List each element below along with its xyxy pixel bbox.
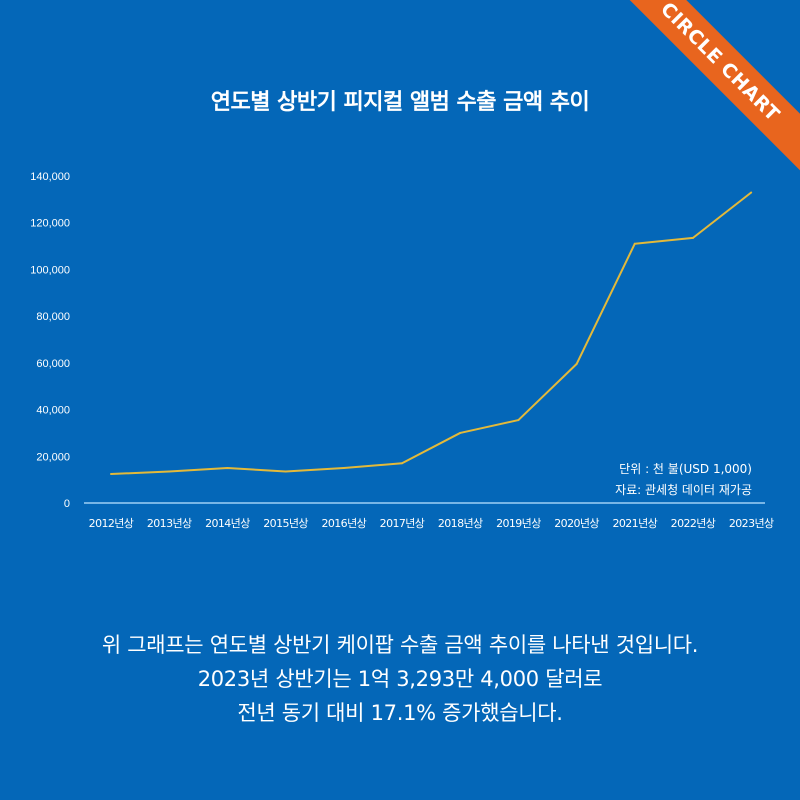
- y-tick-label: 60,000: [36, 358, 70, 370]
- data-point: [692, 236, 694, 239]
- x-tick-label: 2013년상: [147, 517, 192, 530]
- data-point: [750, 191, 753, 194]
- y-tick-label: 100,000: [30, 264, 70, 276]
- caption-line-2: 2023년 상반기는 1억 3,293만 4,000 달러로: [197, 667, 603, 691]
- chart-title: 연도별 상반기 피지컬 앨범 수출 금액 추이: [210, 90, 590, 115]
- y-tick-label: 40,000: [36, 405, 70, 417]
- x-tick-label: 2019년상: [496, 517, 541, 530]
- data-point: [401, 462, 403, 465]
- x-tick-label: 2020년상: [554, 517, 599, 530]
- y-tick-label: 80,000: [36, 311, 70, 323]
- x-tick-label: 2021년상: [612, 517, 657, 530]
- x-tick-label: 2014년상: [205, 517, 250, 530]
- data-point: [459, 431, 462, 434]
- source-note: 자료: 관세청 데이터 재가공: [615, 483, 752, 497]
- data-point: [575, 363, 578, 366]
- x-tick-label: 2015년상: [263, 517, 308, 530]
- x-tick-label: 2018년상: [438, 517, 483, 530]
- caption: 위 그래프는 연도별 상반기 케이팝 수출 금액 추이를 나타낸 것입니다. 2…: [0, 628, 800, 730]
- data-point: [284, 470, 287, 473]
- data-point: [633, 242, 636, 245]
- y-tick-label: 140,000: [30, 171, 70, 183]
- x-tick-label: 2016년상: [321, 517, 366, 530]
- caption-line-3: 전년 동기 대비 17.1% 증가했습니다.: [237, 701, 563, 725]
- caption-line-1: 위 그래프는 연도별 상반기 케이팝 수출 금액 추이를 나타낸 것입니다.: [101, 633, 699, 657]
- data-point: [342, 466, 345, 469]
- y-tick-label: 0: [64, 498, 70, 510]
- data-point: [110, 473, 112, 476]
- x-tick-label: 2023년상: [729, 517, 774, 530]
- y-tick-label: 20,000: [36, 451, 70, 463]
- data-point: [517, 419, 520, 422]
- x-tick-label: 2022년상: [671, 517, 716, 530]
- data-point: [226, 466, 229, 469]
- y-tick-label: 120,000: [30, 218, 70, 230]
- unit-note: 단위 : 천 불(USD 1,000): [619, 462, 752, 476]
- x-tick-label: 2017년상: [380, 517, 425, 530]
- data-point: [168, 470, 171, 473]
- line-chart: 0 20,000 40,000 60,000 80,000 100,000 120,000 1…: [30, 171, 774, 530]
- series-line: [110, 191, 752, 476]
- x-tick-label: 2012년상: [89, 517, 134, 530]
